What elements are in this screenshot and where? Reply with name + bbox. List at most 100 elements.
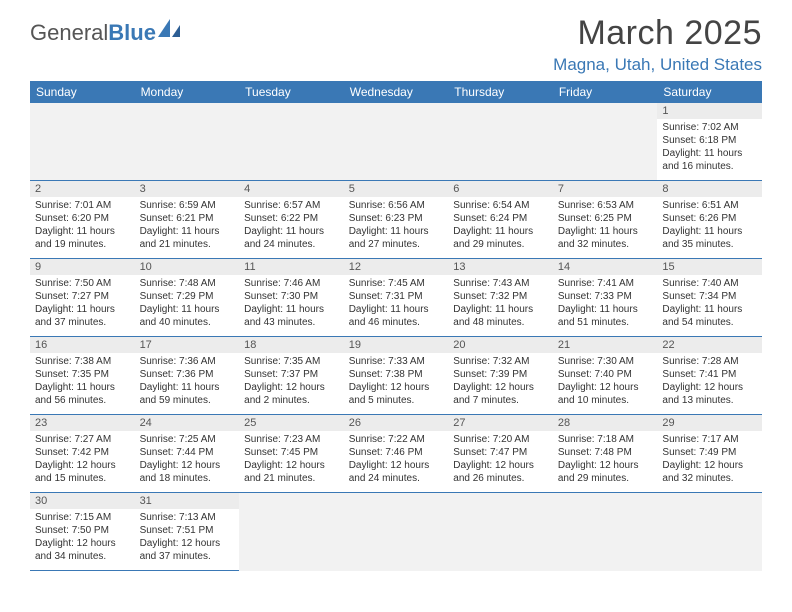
day-cell: 31Sunrise: 7:13 AMSunset: 7:51 PMDayligh… — [135, 493, 240, 571]
daylight-line-1: Daylight: 11 hours — [140, 303, 235, 316]
daylight-line-2: and 16 minutes. — [662, 160, 757, 173]
sunrise-line: Sunrise: 7:25 AM — [140, 433, 235, 446]
sunrise-line: Sunrise: 7:27 AM — [35, 433, 130, 446]
sunset-line: Sunset: 7:31 PM — [349, 290, 444, 303]
day-number: 6 — [448, 181, 553, 197]
daylight-line-2: and 56 minutes. — [35, 394, 130, 407]
daylight-line-2: and 29 minutes. — [453, 238, 548, 251]
sunset-line: Sunset: 7:50 PM — [35, 524, 130, 537]
calendar-grid: 1 Sunrise: 7:02 AMSunset: 6:18 PM Daylight… — [30, 103, 762, 571]
day-number: 31 — [135, 493, 240, 509]
daylight-line-2: and 24 minutes. — [349, 472, 444, 485]
daylight-line-1: Daylight: 12 hours — [453, 459, 548, 472]
day-cell: 8Sunrise: 6:51 AMSunset: 6:26 PMDaylight… — [657, 181, 762, 259]
sunset-line: Sunset: 7:41 PM — [662, 368, 757, 381]
sunset-line: Sunset: 7:48 PM — [558, 446, 653, 459]
daylight-line-1: Daylight: 11 hours — [244, 303, 339, 316]
daylight-line-2: and 51 minutes. — [558, 316, 653, 329]
logo-text: GeneralBlue — [30, 20, 156, 46]
day-cell: 20Sunrise: 7:32 AMSunset: 7:39 PMDayligh… — [448, 337, 553, 415]
daylight-line-1: Daylight: 12 hours — [35, 537, 130, 550]
day-number: 21 — [553, 337, 658, 353]
sunset-line: Sunset: 7:36 PM — [140, 368, 235, 381]
weekday-header: Friday — [553, 81, 658, 103]
day-number: 20 — [448, 337, 553, 353]
daylight-line-1: Daylight: 11 hours — [349, 225, 444, 238]
day-cell: 11Sunrise: 7:46 AMSunset: 7:30 PMDayligh… — [239, 259, 344, 337]
weekday-header: Tuesday — [239, 81, 344, 103]
daylight-line-1: Daylight: 11 hours — [35, 381, 130, 394]
blank-cell — [448, 493, 553, 571]
sunset-line: Sunset: 7:33 PM — [558, 290, 653, 303]
sunrise-line: Sunrise: 6:51 AM — [662, 199, 757, 212]
header: GeneralBlue March 2025 Magna, Utah, Unit… — [30, 14, 762, 75]
daylight-line-2: and 24 minutes. — [244, 238, 339, 251]
daylight-line-1: Daylight: 11 hours — [35, 225, 130, 238]
day-number: 19 — [344, 337, 449, 353]
day-number: 9 — [30, 259, 135, 275]
day-number: 5 — [344, 181, 449, 197]
sunrise-line: Sunrise: 7:17 AM — [662, 433, 757, 446]
blank-cell — [135, 103, 240, 181]
daylight-line-1: Daylight: 12 hours — [140, 537, 235, 550]
day-number: 13 — [448, 259, 553, 275]
sunrise-line: Sunrise: 6:54 AM — [453, 199, 548, 212]
blank-cell — [553, 103, 658, 181]
sunset-line: Sunset: 7:38 PM — [349, 368, 444, 381]
sunrise-line: Sunrise: 7:38 AM — [35, 355, 130, 368]
daylight-line-2: and 21 minutes. — [244, 472, 339, 485]
sunrise-line: Sunrise: 7:50 AM — [35, 277, 130, 290]
sunset-line: Sunset: 7:30 PM — [244, 290, 339, 303]
day-cell: 4Sunrise: 6:57 AMSunset: 6:22 PMDaylight… — [239, 181, 344, 259]
daylight-line-1: Daylight: 11 hours — [35, 303, 130, 316]
weekday-header-row: SundayMondayTuesdayWednesdayThursdayFrid… — [30, 81, 762, 103]
day-cell: 5Sunrise: 6:56 AMSunset: 6:23 PMDaylight… — [344, 181, 449, 259]
sunrise-line: Sunrise: 7:02 AM — [662, 121, 757, 134]
day-cell: 1Sunrise: 7:02 AMSunset: 6:18 PMDaylight… — [657, 103, 762, 181]
sunrise-line: Sunrise: 7:43 AM — [453, 277, 548, 290]
sunset-line: Sunset: 7:47 PM — [453, 446, 548, 459]
day-number: 7 — [553, 181, 658, 197]
day-number: 29 — [657, 415, 762, 431]
daylight-line-2: and 40 minutes. — [140, 316, 235, 329]
sunset-line: Sunset: 6:18 PM — [662, 134, 757, 147]
blank-cell — [657, 493, 762, 571]
day-number: 30 — [30, 493, 135, 509]
day-number: 25 — [239, 415, 344, 431]
day-number: 2 — [30, 181, 135, 197]
daylight-line-2: and 34 minutes. — [35, 550, 130, 563]
day-number: 1 — [657, 103, 762, 119]
day-cell: 12Sunrise: 7:45 AMSunset: 7:31 PMDayligh… — [344, 259, 449, 337]
blank-cell — [344, 103, 449, 181]
sunrise-line: Sunrise: 7:33 AM — [349, 355, 444, 368]
sunrise-line: Sunrise: 7:18 AM — [558, 433, 653, 446]
day-number: 4 — [239, 181, 344, 197]
daylight-line-2: and 37 minutes. — [140, 550, 235, 563]
title-block: March 2025 Magna, Utah, United States — [553, 14, 762, 75]
daylight-line-1: Daylight: 11 hours — [349, 303, 444, 316]
day-number: 23 — [30, 415, 135, 431]
daylight-line-1: Daylight: 12 hours — [662, 381, 757, 394]
day-cell: 18Sunrise: 7:35 AMSunset: 7:37 PMDayligh… — [239, 337, 344, 415]
sunset-line: Sunset: 7:42 PM — [35, 446, 130, 459]
day-cell: 6Sunrise: 6:54 AMSunset: 6:24 PMDaylight… — [448, 181, 553, 259]
sunset-line: Sunset: 6:21 PM — [140, 212, 235, 225]
sunset-line: Sunset: 7:39 PM — [453, 368, 548, 381]
day-number: 18 — [239, 337, 344, 353]
daylight-line-2: and 48 minutes. — [453, 316, 548, 329]
day-cell: 21Sunrise: 7:30 AMSunset: 7:40 PMDayligh… — [553, 337, 658, 415]
day-cell: 29Sunrise: 7:17 AMSunset: 7:49 PMDayligh… — [657, 415, 762, 493]
sunrise-line: Sunrise: 7:15 AM — [35, 511, 130, 524]
daylight-line-2: and 15 minutes. — [35, 472, 130, 485]
day-cell: 14Sunrise: 7:41 AMSunset: 7:33 PMDayligh… — [553, 259, 658, 337]
sunrise-line: Sunrise: 7:45 AM — [349, 277, 444, 290]
day-number: 10 — [135, 259, 240, 275]
sunset-line: Sunset: 7:40 PM — [558, 368, 653, 381]
daylight-line-1: Daylight: 11 hours — [453, 303, 548, 316]
day-cell: 17Sunrise: 7:36 AMSunset: 7:36 PMDayligh… — [135, 337, 240, 415]
sail-icon — [156, 17, 182, 39]
blank-cell — [239, 493, 344, 571]
day-cell: 25Sunrise: 7:23 AMSunset: 7:45 PMDayligh… — [239, 415, 344, 493]
blank-cell — [344, 493, 449, 571]
blank-cell — [30, 103, 135, 181]
